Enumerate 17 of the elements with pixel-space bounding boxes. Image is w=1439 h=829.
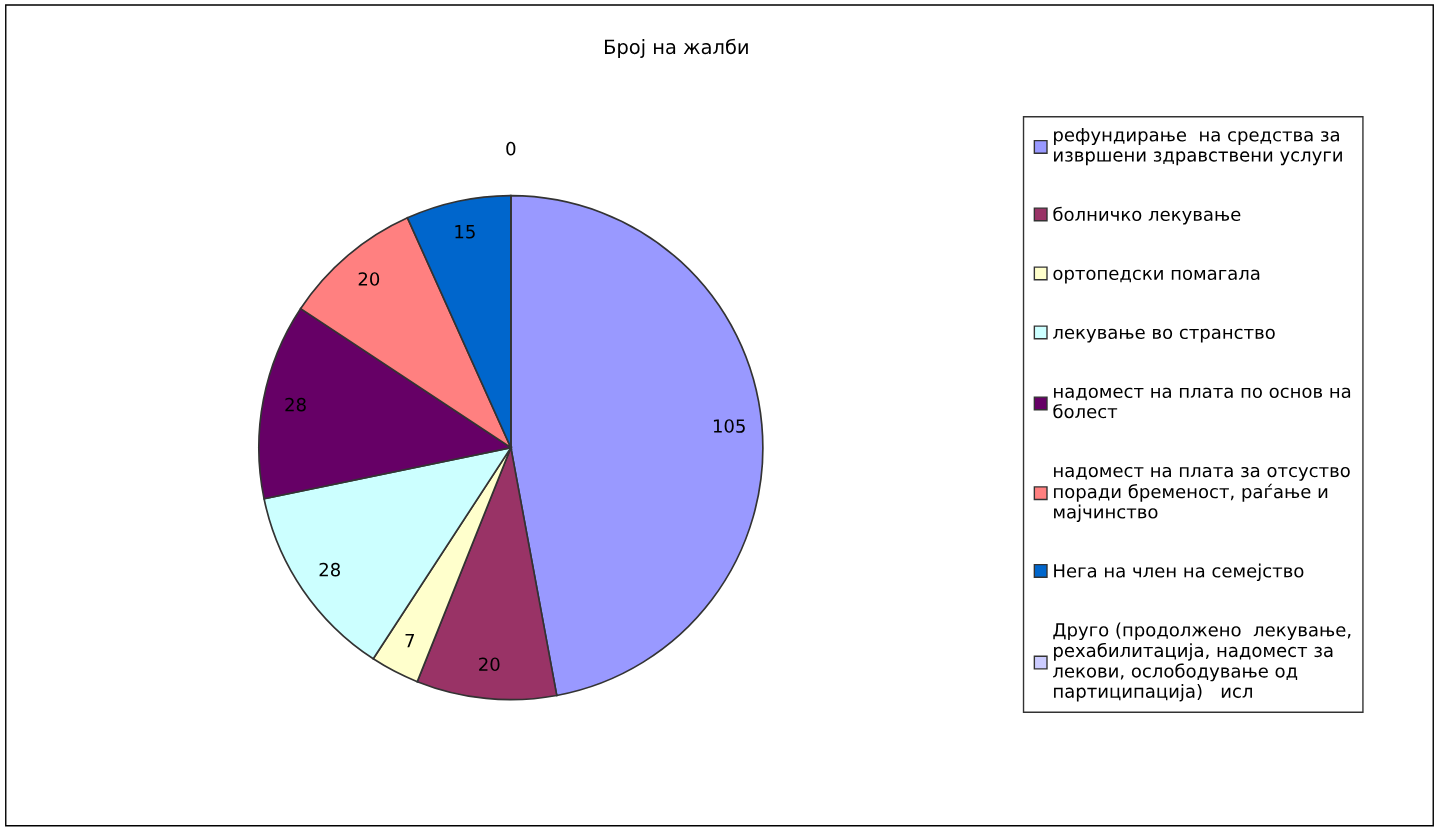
- legend-label: надомест на плата по основ на болест: [1053, 387, 1351, 419]
- legend-label: болничко лекување: [1053, 206, 1241, 225]
- legend-label: лекување во странство: [1053, 328, 1275, 343]
- data-label: 28: [285, 397, 306, 412]
- data-label: 105: [713, 419, 745, 433]
- legend-label: ортопедски помагала: [1053, 269, 1260, 284]
- legend-label: Нега на член на семејство: [1054, 563, 1304, 582]
- data-label: 28: [319, 562, 340, 577]
- data-label: 7: [405, 634, 414, 648]
- legend-label: надомест на плата за отсуство поради бременост, раѓање и мајчинство: [1054, 466, 1350, 523]
- data-label: 20: [358, 272, 380, 286]
- text: 0: [506, 141, 516, 156]
- data-label: 15: [455, 225, 475, 239]
- data-label: 20: [479, 657, 500, 672]
- legend-label: Друго (продолжено лекување, рехабилитација, надомест за лекови, ослободување од партиципација) исл: [1053, 622, 1351, 702]
- chart-title: Број на жалби: [605, 38, 748, 58]
- legend-label: рефундирање на средства за извршени здравствени услуги: [1054, 128, 1342, 166]
